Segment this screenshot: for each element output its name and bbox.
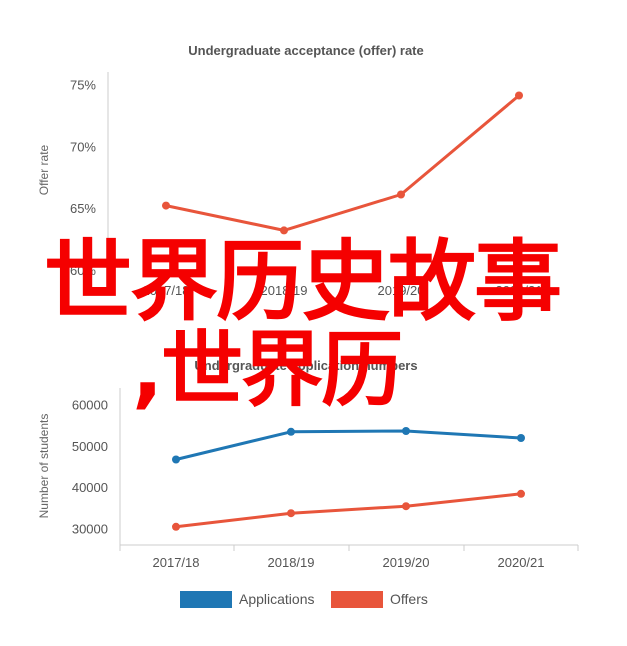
x-tick-label: 2020/21 [496, 283, 543, 298]
legend-label: Offers [390, 591, 428, 607]
legend-swatch [331, 591, 383, 608]
x-tick-label: 2019/20 [378, 283, 425, 298]
y-tick-label: 30000 [72, 521, 108, 536]
series-group [172, 427, 525, 531]
legend-swatch [180, 591, 232, 608]
y-tick-label: 65% [70, 201, 96, 216]
x-tick-label: 2018/19 [261, 283, 308, 298]
y-tick-labels: 60% 65% 70% 75% [70, 77, 96, 278]
overlay-text-line1: 世界历史故事 [44, 230, 562, 333]
x-tick-label: 2019/20 [383, 555, 430, 570]
data-point [287, 427, 295, 436]
chart-title: Undergraduate application numbers [194, 358, 417, 373]
data-point [517, 489, 525, 498]
data-point [162, 201, 170, 210]
series-line-applications [174, 429, 523, 461]
data-point [280, 226, 288, 235]
x-tick-label: 2017/18 [143, 283, 190, 298]
y-tick-label: 70% [70, 139, 96, 154]
y-tick-label: 60000 [72, 398, 108, 413]
x-tick-label: 2017/18 [153, 555, 200, 570]
data-point [172, 522, 180, 531]
applications-chart: Undergraduate application numbers Number… [37, 358, 579, 608]
legend: Applications Offers [180, 591, 428, 608]
series-line-offers [174, 492, 523, 529]
y-tick-label: 60% [70, 263, 96, 278]
x-tick-labels: 2017/18 2018/19 2019/20 2020/21 [143, 283, 543, 298]
x-tick-label: 2018/19 [268, 555, 315, 570]
data-point [397, 190, 405, 199]
data-point [402, 502, 410, 511]
x-tick-labels: 2017/18 2018/19 2019/20 2020/21 [119, 545, 579, 570]
data-point [515, 91, 523, 100]
y-tick-label: 75% [70, 77, 96, 92]
legend-label: Applications [239, 591, 315, 607]
y-axis-label: Offer rate [37, 144, 51, 195]
y-tick-labels: 30000 40000 50000 60000 [72, 398, 108, 537]
series-group [162, 91, 523, 235]
data-point [517, 434, 525, 442]
data-point [402, 427, 410, 435]
series-line-offer-rate [164, 94, 521, 232]
offer-rate-chart: Undergraduate acceptance (offer) rate Of… [37, 43, 543, 298]
data-point [287, 509, 295, 518]
y-tick-label: 40000 [72, 480, 108, 495]
chart-title: Undergraduate acceptance (offer) rate [188, 43, 424, 58]
y-tick-label: 50000 [72, 439, 108, 454]
x-tick-label: 2020/21 [498, 555, 545, 570]
data-point [172, 455, 180, 464]
y-axis-label: Number of students [37, 414, 51, 519]
overlay-text-line2: ,世界历 [132, 323, 403, 418]
